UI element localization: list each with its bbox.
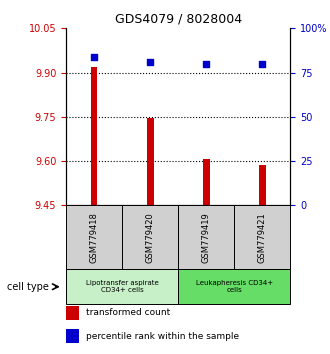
Bar (178, 269, 290, 304)
Bar (234, 205, 290, 269)
Point (148, 59, 153, 65)
Bar (147, 118, 153, 205)
Text: GSM779419: GSM779419 (202, 212, 211, 263)
Bar (66, 269, 178, 304)
Bar (259, 165, 266, 205)
Text: Leukapheresis CD34+
cells: Leukapheresis CD34+ cells (196, 280, 273, 293)
Text: GSM779418: GSM779418 (89, 212, 99, 263)
Bar (66, 205, 122, 269)
Point (91, 54, 97, 59)
Text: cell type: cell type (7, 282, 49, 292)
Text: percentile rank within the sample: percentile rank within the sample (86, 332, 239, 341)
Text: transformed count: transformed count (86, 308, 171, 317)
Point (204, 61, 209, 67)
Bar (91, 67, 97, 205)
Bar (178, 205, 234, 269)
Text: Lipotransfer aspirate
CD34+ cells: Lipotransfer aspirate CD34+ cells (86, 280, 158, 293)
Text: GSM779420: GSM779420 (146, 212, 155, 263)
Bar (66, 306, 80, 320)
Bar (203, 159, 210, 205)
Point (260, 61, 265, 67)
Title: GDS4079 / 8028004: GDS4079 / 8028004 (115, 13, 242, 26)
Bar (122, 205, 178, 269)
Text: GSM779421: GSM779421 (258, 212, 267, 263)
Bar (66, 329, 80, 343)
